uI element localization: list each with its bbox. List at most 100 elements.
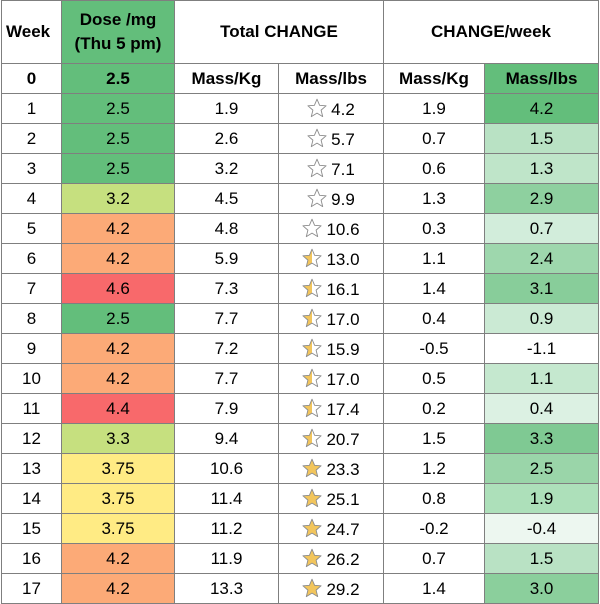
week-cell: 14: [1, 483, 62, 514]
week-lbs-cell: 3.1: [483, 273, 600, 304]
total-kg-cell: 3.2: [174, 153, 279, 184]
total-lbs-cell: 10.6: [278, 213, 384, 244]
star-rating-icon: [302, 458, 323, 478]
week-lbs-cell: 0.9: [483, 303, 600, 334]
table-row: 8 2.5 7.7 17.0 0.4 0.9: [1, 303, 600, 334]
week-lbs-cell: 3.0: [483, 573, 600, 604]
total-lbs-value: 10.6: [326, 219, 360, 239]
star-rating-icon: [302, 308, 323, 328]
total-kg-cell: 7.3: [174, 273, 279, 304]
week-cell: 2: [1, 123, 62, 154]
dose-cell: 3.3: [61, 423, 175, 454]
total-kg-cell: 11.4: [174, 483, 279, 514]
total-lbs-value: 17.0: [326, 309, 360, 329]
table-row: 11 4.4 7.9 17.4 0.2 0.4: [1, 393, 600, 424]
total-lbs-cell: 24.7: [278, 513, 384, 544]
week-cell: 15: [1, 513, 62, 544]
total-lbs-value: 16.1: [326, 279, 360, 299]
total-change-header: Total CHANGE: [174, 0, 384, 64]
total-lbs-value: 5.7: [331, 129, 355, 149]
dose-cell: 4.6: [61, 273, 175, 304]
week-cell: 6: [1, 243, 62, 274]
star-rating-icon: [307, 158, 327, 178]
total-lbs-cell: 29.2: [278, 573, 384, 604]
week-kg-cell: -0.2: [383, 513, 485, 544]
week-lbs-cell: 2.5: [483, 453, 600, 484]
week-cell: 17: [1, 573, 62, 604]
week-cell: 9: [1, 333, 62, 364]
dose-cell: 3.75: [61, 483, 175, 514]
dose-cell: 2.5: [61, 123, 175, 154]
total-lbs-value: 4.2: [331, 99, 355, 119]
dose-cell: 4.2: [61, 543, 175, 574]
total-kg-cell: 10.6: [174, 453, 279, 484]
dose-cell: 4.4: [61, 393, 175, 424]
table-row: 12 3.3 9.4 20.7 1.5 3.3: [1, 423, 600, 454]
table-row: 17 4.2 13.3 29.2 1.4 3.0: [1, 573, 600, 604]
week-mass_lbs-header: Mass/lbs: [483, 63, 600, 94]
total-kg-cell: 7.2: [174, 333, 279, 364]
total-lbs-cell: 15.9: [278, 333, 384, 364]
dose-cell: 2.5: [61, 153, 175, 184]
table-row: 10 4.2 7.7 17.0 0.5 1.1: [1, 363, 600, 394]
total-lbs-value: 17.0: [326, 369, 360, 389]
week-kg-cell: 0.7: [383, 543, 485, 574]
week-cell: 3: [1, 153, 62, 184]
week-lbs-cell: 2.4: [483, 243, 600, 274]
week-lbs-cell: 0.4: [483, 393, 600, 424]
week-lbs-cell: 1.9: [483, 483, 600, 514]
star-rating-icon: [302, 488, 323, 508]
total-lbs-value: 23.3: [326, 459, 360, 479]
week-kg-cell: 1.3: [383, 183, 485, 214]
total-lbs-value: 25.1: [326, 489, 360, 509]
dose-cell: 4.2: [61, 333, 175, 364]
star-rating-icon: [302, 398, 323, 418]
week-cell: 10: [1, 363, 62, 394]
total-lbs-value: 15.9: [326, 339, 360, 359]
dose-cell: 3.2: [61, 183, 175, 214]
star-rating-icon: [302, 428, 323, 448]
total-lbs-cell: 26.2: [278, 543, 384, 574]
total-lbs-value: 26.2: [326, 549, 360, 569]
total-kg-cell: 11.9: [174, 543, 279, 574]
dose-cell: 2.5: [61, 303, 175, 334]
total-kg-cell: 2.6: [174, 123, 279, 154]
total-lbs-value: 13.0: [326, 249, 360, 269]
week-lbs-cell: 1.5: [483, 543, 600, 574]
week-kg-cell: 1.9: [383, 93, 485, 124]
total-lbs-cell: 7.1: [278, 153, 384, 184]
table-row: 16 4.2 11.9 26.2 0.7 1.5: [1, 543, 600, 574]
week-header: Week: [1, 0, 62, 64]
week-kg-cell: 0.7: [383, 123, 485, 154]
week-lbs-cell: 1.3: [483, 153, 600, 184]
table-row: 1 2.5 1.9 4.2 1.9 4.2: [1, 93, 600, 124]
star-rating-icon: [302, 338, 323, 358]
header-row: Week Dose /mg (Thu 5 pm) Total CHANGE CH…: [1, 0, 600, 64]
table-row: 9 4.2 7.2 15.9 -0.5 -1.1: [1, 333, 600, 364]
week-lbs-cell: -1.1: [483, 333, 600, 364]
table-row: 7 4.6 7.3 16.1 1.4 3.1: [1, 273, 600, 304]
total-lbs-cell: 17.4: [278, 393, 384, 424]
total-lbs-cell: 9.9: [278, 183, 384, 214]
week-kg-cell: 0.6: [383, 153, 485, 184]
total-lbs-value: 20.7: [326, 429, 360, 449]
total-kg-cell: 4.5: [174, 183, 279, 214]
dose-cell: 4.2: [61, 573, 175, 604]
total-kg-cell: 4.8: [174, 213, 279, 244]
week-lbs-cell: 4.2: [483, 93, 600, 124]
total-lbs-value: 17.4: [326, 399, 360, 419]
total-kg-cell: 7.9: [174, 393, 279, 424]
total-kg-cell: 9.4: [174, 423, 279, 454]
total-lbs-cell: 16.1: [278, 273, 384, 304]
week-cell: 16: [1, 543, 62, 574]
week-lbs-cell: 2.9: [483, 183, 600, 214]
total-lbs-cell: 23.3: [278, 453, 384, 484]
total-kg-cell: 7.7: [174, 363, 279, 394]
week-kg-cell: 1.4: [383, 573, 485, 604]
table-row: 14 3.75 11.4 25.1 0.8 1.9: [1, 483, 600, 514]
total-lbs-value: 29.2: [326, 579, 360, 599]
total-kg-cell: 5.9: [174, 243, 279, 274]
week-cell: 7: [1, 273, 62, 304]
week-cell: 4: [1, 183, 62, 214]
dose-cell: 4.2: [61, 363, 175, 394]
